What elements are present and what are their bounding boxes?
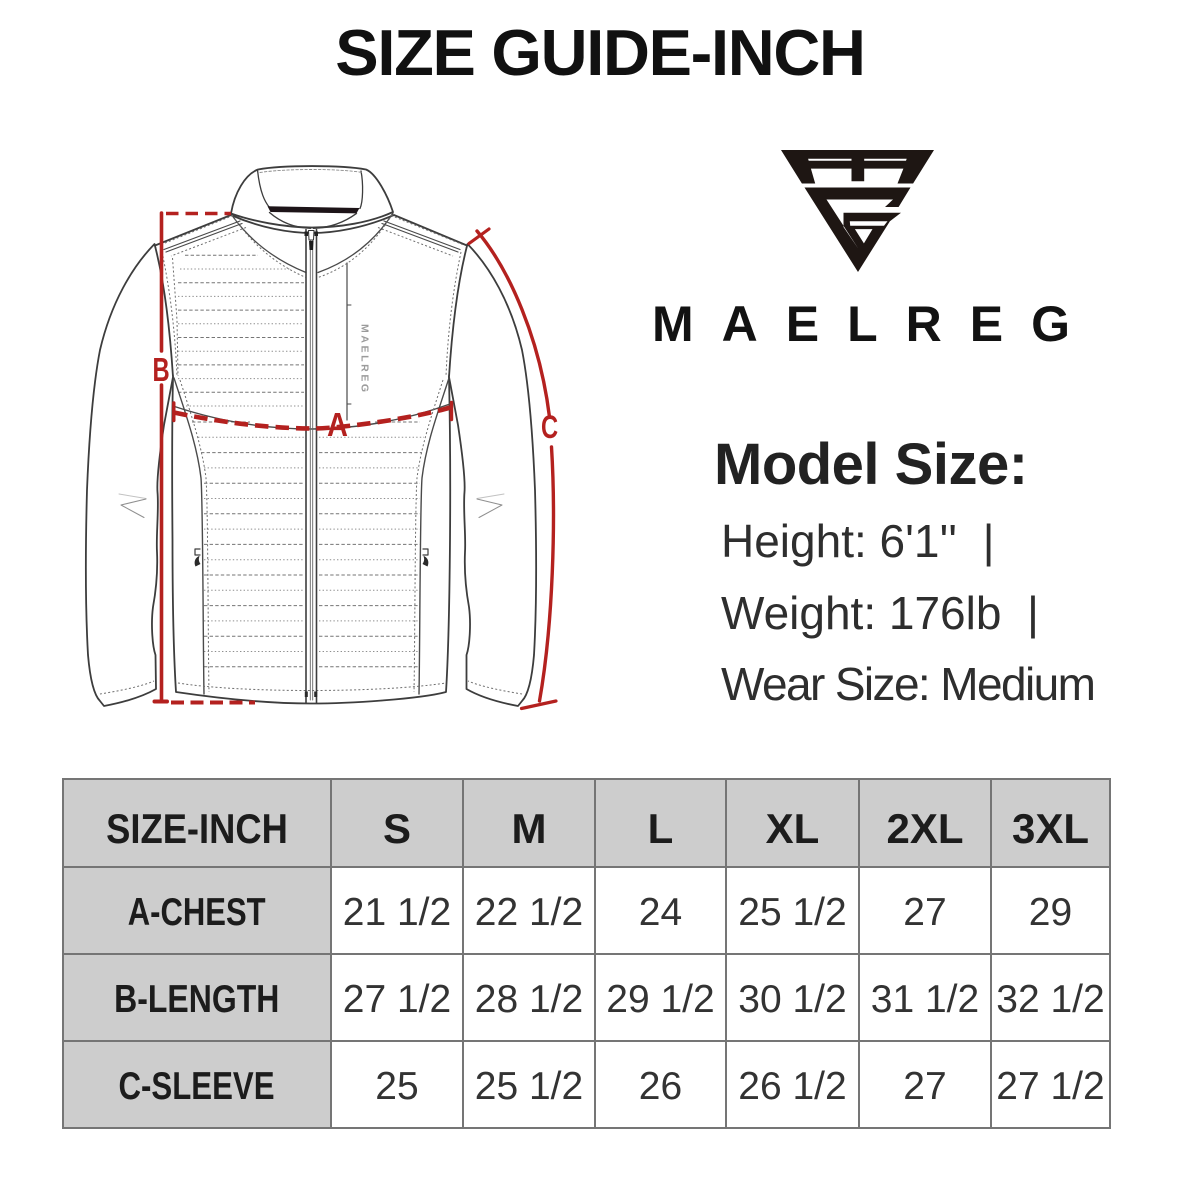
svg-text:MAELREG: MAELREG xyxy=(359,324,371,395)
svg-text:C: C xyxy=(541,410,558,445)
svg-text:B: B xyxy=(153,352,170,389)
svg-text:A: A xyxy=(327,406,348,443)
